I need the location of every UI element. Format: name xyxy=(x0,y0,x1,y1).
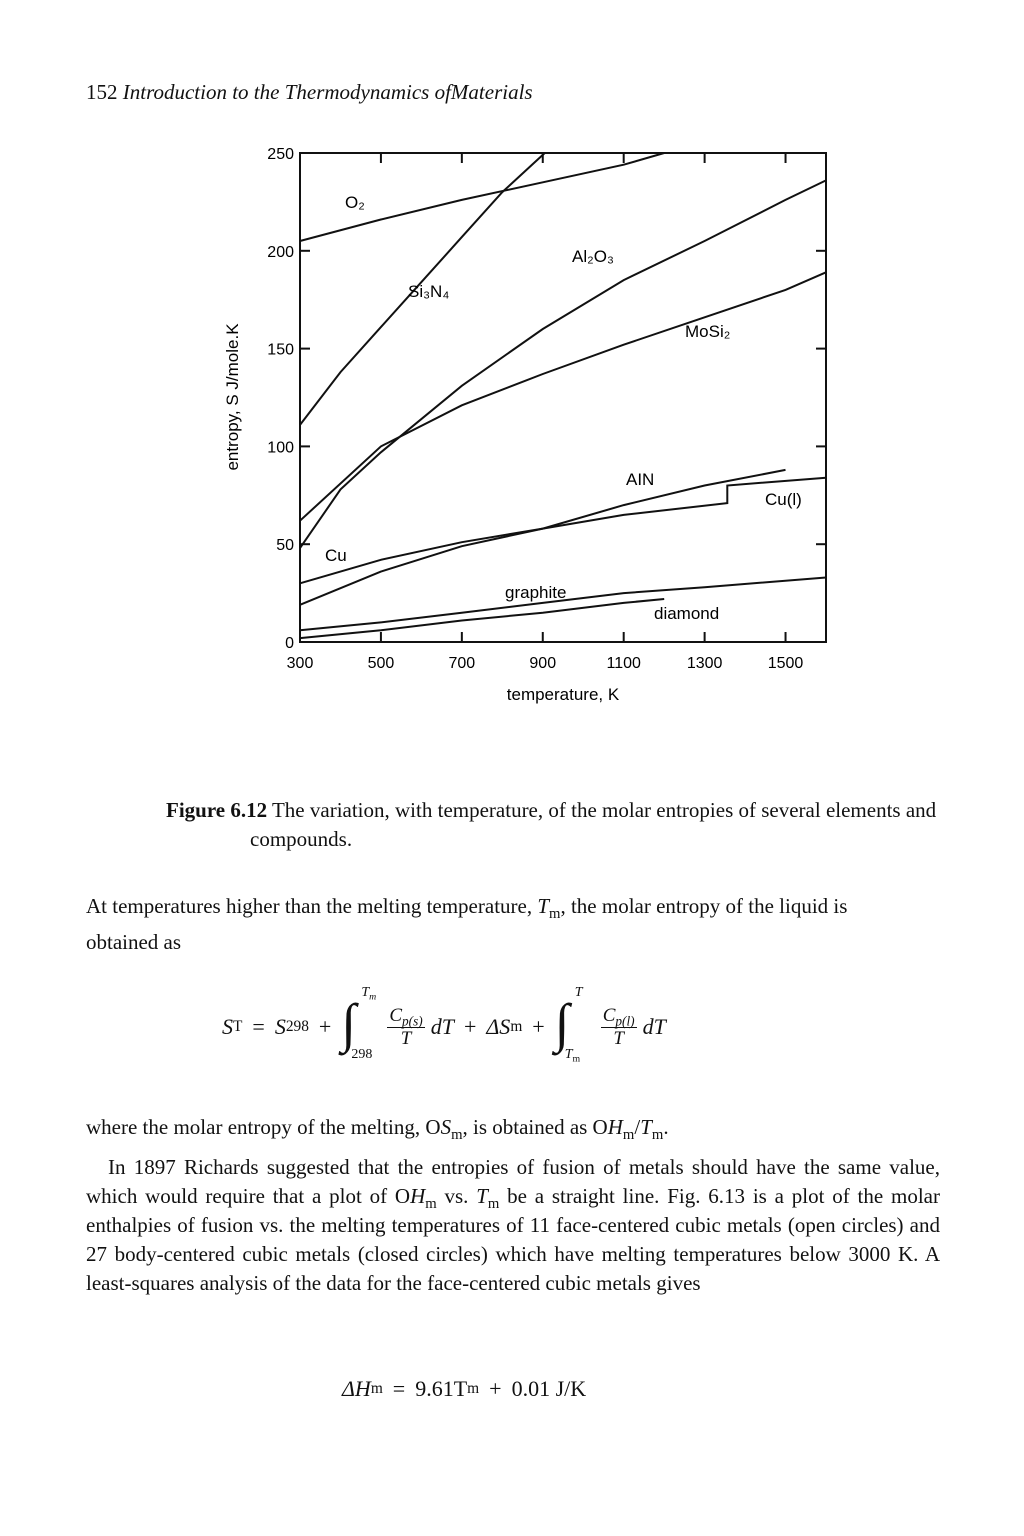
denominator: T xyxy=(613,1027,624,1049)
y-tick-label: 0 xyxy=(285,635,294,652)
y-axis-label: entropy, S J/mole.K xyxy=(223,323,242,471)
paragraph: At temperatures higher than the melting … xyxy=(86,888,918,960)
subscript: m xyxy=(425,1196,437,1213)
integral: ∫ Tm 298 xyxy=(341,985,377,1067)
denominator: T xyxy=(400,1027,412,1049)
symbol: ΔH xyxy=(342,1376,371,1401)
operator: = xyxy=(252,1014,265,1039)
y-tick-label: 50 xyxy=(276,537,294,554)
text: , the molar entropy of the liquid is obt… xyxy=(86,894,848,954)
differential: dT xyxy=(430,1014,454,1039)
y-tick-label: 200 xyxy=(267,244,294,261)
subscript: m xyxy=(369,991,377,1003)
operator: + xyxy=(463,1014,477,1039)
operator: = xyxy=(392,1376,406,1401)
figure-caption: Figure 6.12 The variation, with temperat… xyxy=(166,796,1016,854)
constant: 0.01 J/K xyxy=(511,1376,587,1401)
symbol: ΔS xyxy=(486,1014,511,1039)
subscript: p(s) xyxy=(402,1013,423,1029)
subscript: m xyxy=(451,1127,463,1144)
text: , is obtained as O xyxy=(462,1115,608,1139)
series-label: Cu xyxy=(325,546,347,565)
symbol: S xyxy=(440,1115,452,1139)
fraction: Cp(s) T xyxy=(387,1004,425,1050)
text: . xyxy=(663,1115,669,1139)
y-tick-label: 150 xyxy=(267,342,294,359)
differential: dT xyxy=(642,1014,666,1039)
x-tick-label: 1500 xyxy=(768,655,804,672)
series-line xyxy=(299,179,827,549)
chart: temperature, K entropy, S J/mole.K 300 50… xyxy=(223,146,827,704)
text: vs. xyxy=(436,1184,477,1208)
series-line xyxy=(299,271,827,522)
x-tick-label: 900 xyxy=(529,655,556,672)
series-label: MoSi₂ xyxy=(685,322,730,341)
book-title: Introduction to the Thermodynamics ofMat… xyxy=(122,80,533,104)
text: In 1897 Richards suggested that the entr… xyxy=(86,1155,940,1208)
x-tick-label: 300 xyxy=(287,655,314,672)
subscript: m xyxy=(549,906,561,923)
upper-limit: T xyxy=(361,985,370,1000)
text: where the molar entropy of the melting, … xyxy=(86,1115,441,1139)
integral: ∫ T Tm xyxy=(554,985,589,1067)
integral-sign: ∫ xyxy=(554,993,570,1053)
operator: + xyxy=(318,1014,332,1039)
x-tick-label: 1300 xyxy=(687,655,723,672)
series-label: O₂ xyxy=(345,193,365,212)
lower-limit: T xyxy=(564,1047,573,1062)
symbol: S xyxy=(222,1014,233,1039)
annotation: Cu(l) xyxy=(765,490,802,509)
text: At temperatures higher than the melting … xyxy=(86,894,538,918)
subscript: m xyxy=(622,1127,635,1144)
series-label: Al₂O₃ xyxy=(572,247,614,266)
symbol: H xyxy=(607,1115,623,1139)
subscript: p(l) xyxy=(615,1013,635,1029)
x-tick-label: 1100 xyxy=(606,655,641,672)
fraction: Cp(l) T xyxy=(600,1004,637,1050)
numerator: C xyxy=(389,1004,403,1026)
x-tick-label: 500 xyxy=(368,655,395,672)
paragraph: In 1897 Richards suggested that the entr… xyxy=(86,1153,940,1298)
caption-text: The variation, with temperature, of the … xyxy=(250,798,937,851)
coefficient: 9.61T xyxy=(415,1376,468,1401)
y-tick-label: 100 xyxy=(267,439,294,456)
x-tick-label: 700 xyxy=(448,655,475,672)
numerator: C xyxy=(602,1004,616,1026)
symbol: T xyxy=(476,1184,488,1208)
page-number: 152 xyxy=(86,80,118,104)
equation: ΔH m = 9.61T m + 0.01 J/K xyxy=(342,1376,587,1401)
page-header: 152 Introduction to the Thermodynamics o… xyxy=(86,80,533,105)
series-label: graphite xyxy=(505,583,566,602)
lower-limit: 298 xyxy=(351,1047,373,1062)
x-axis-label: temperature, K xyxy=(507,685,620,704)
y-tick-label: 250 xyxy=(267,146,294,163)
paragraph: where the molar entropy of the melting, … xyxy=(86,1115,946,1144)
subscript: m xyxy=(572,1053,581,1065)
series-line xyxy=(299,576,827,632)
plot-frame xyxy=(299,152,827,643)
series-line xyxy=(299,476,827,585)
upper-limit: T xyxy=(574,985,583,1000)
symbol: T xyxy=(537,894,550,918)
subscript: m xyxy=(651,1127,664,1144)
series-label: AIN xyxy=(626,470,654,489)
operator: + xyxy=(489,1376,502,1401)
symbol: S xyxy=(274,1014,286,1039)
symbol: T xyxy=(640,1115,652,1139)
series-label: Si₃N₄ xyxy=(408,282,449,301)
subscript: m xyxy=(487,1196,500,1213)
series-label: diamond xyxy=(654,604,719,623)
text: / xyxy=(634,1115,641,1139)
series-line xyxy=(299,152,546,426)
series-line xyxy=(299,598,665,640)
integral-sign: ∫ xyxy=(341,993,357,1053)
caption-label: Figure 6.12 xyxy=(166,798,268,822)
text: be a straight line. Fig. 6.13 is a plot … xyxy=(86,1184,940,1295)
symbol: H xyxy=(410,1184,426,1208)
operator: + xyxy=(532,1014,545,1039)
